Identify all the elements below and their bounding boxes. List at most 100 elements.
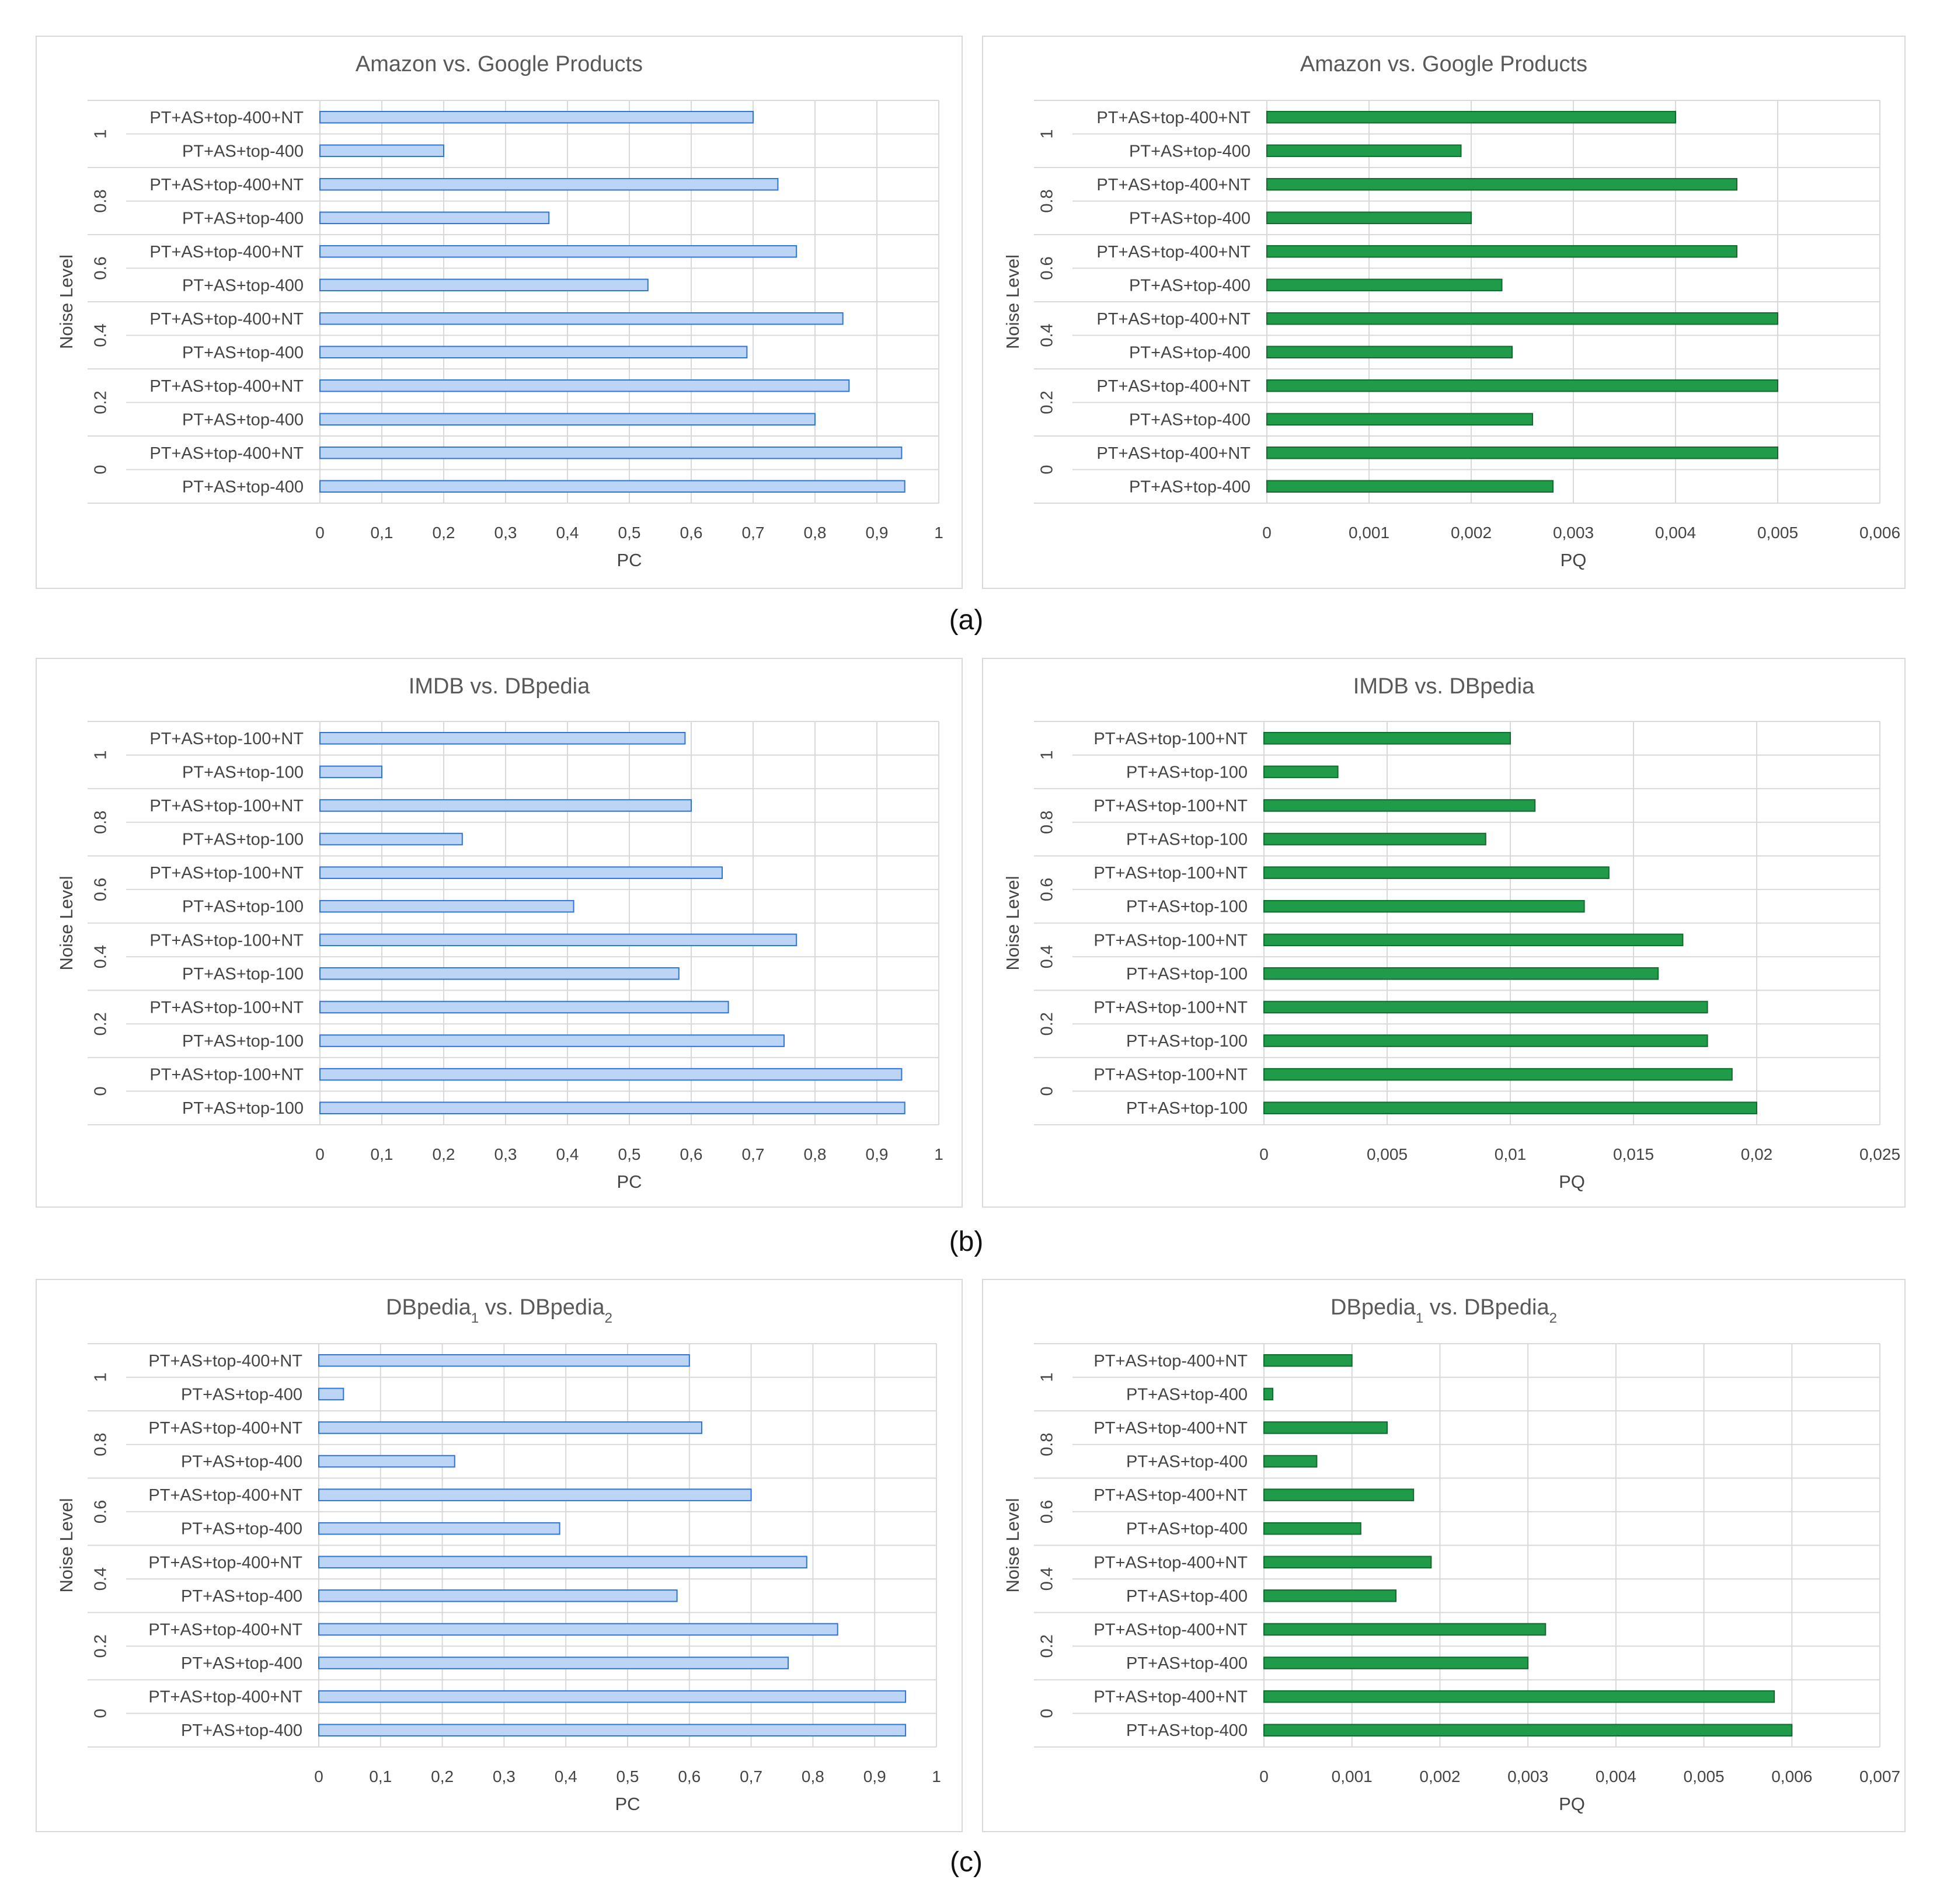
group-label: 1 xyxy=(92,129,110,138)
bar xyxy=(319,933,797,947)
x-tick-label: 0,4 xyxy=(555,1767,577,1786)
category-label: PT+AS+top-400+NT xyxy=(1093,1688,1248,1707)
bar xyxy=(319,967,680,980)
bar xyxy=(319,1000,729,1014)
bar xyxy=(1266,413,1533,426)
bar xyxy=(319,480,905,493)
x-tick-label: 0 xyxy=(1259,1145,1269,1163)
bar xyxy=(1266,177,1737,191)
caption-c: (c) xyxy=(950,1847,983,1878)
bar xyxy=(1263,1455,1318,1468)
x-tick-label: 0,005 xyxy=(1757,524,1798,542)
bar xyxy=(1263,1522,1361,1535)
x-tick-label: 0 xyxy=(315,1145,325,1163)
group-label: 0.4 xyxy=(92,1567,110,1591)
chart-panel-6: DBpedia1 vs. DBpedia2 0 0,001 0,002 0,003 0,0… xyxy=(982,1279,1906,1832)
group-label: 0.2 xyxy=(1038,390,1057,414)
category-label: PT+AS+top-400+NT xyxy=(1096,243,1251,261)
x-axis-title: PQ xyxy=(1559,1171,1585,1192)
category-label: PT+AS+top-400+NT xyxy=(1093,1352,1248,1371)
bar xyxy=(319,211,550,225)
x-tick-label: 0,003 xyxy=(1553,524,1594,542)
category-label: PT+AS+top-100 xyxy=(1126,763,1248,782)
group-label: 0 xyxy=(92,1086,110,1096)
x-tick-label: 0,6 xyxy=(680,524,703,542)
x-tick-label: 0,7 xyxy=(740,1767,762,1786)
y-axis-title: Noise Level xyxy=(1002,876,1023,971)
x-tick-label: 0,1 xyxy=(371,524,393,542)
bar xyxy=(1263,765,1339,779)
category-label: PT+AS+top-400+NT xyxy=(1096,176,1251,194)
bar xyxy=(1263,899,1585,913)
chart-title: IMDB vs. DBpedia xyxy=(409,674,590,699)
x-axis-title: PQ xyxy=(1561,550,1587,570)
chart-title: IMDB vs. DBpedia xyxy=(1353,674,1535,699)
group-label: 1 xyxy=(1038,751,1057,760)
group-label: 0.2 xyxy=(1038,1012,1057,1035)
x-tick-label: 0,001 xyxy=(1332,1767,1373,1786)
category-label: PT+AS+top-100+NT xyxy=(149,730,304,748)
bar xyxy=(1266,312,1778,325)
group-label: 0.4 xyxy=(1038,1567,1057,1591)
bar xyxy=(319,446,903,459)
bar xyxy=(318,1455,455,1468)
chart-panel-2: Amazon vs. Google Products 0 0,001 0,002 0,0… xyxy=(982,36,1906,589)
bar xyxy=(319,1068,903,1081)
bar xyxy=(319,110,754,124)
x-tick-label: 0,005 xyxy=(1684,1767,1725,1786)
category-label: PT+AS+top-400 xyxy=(1126,1587,1248,1606)
group-label: 1 xyxy=(92,751,110,760)
category-label: PT+AS+top-400 xyxy=(181,1587,302,1606)
group-label: 0.8 xyxy=(1038,1433,1057,1456)
group-label: 0 xyxy=(1038,1708,1057,1718)
bar xyxy=(319,379,850,392)
x-tick-label: 0,6 xyxy=(678,1767,701,1786)
bar xyxy=(1266,346,1513,359)
group-label: 0.6 xyxy=(1038,256,1057,280)
bar xyxy=(318,1589,678,1602)
x-tick-label: 0,004 xyxy=(1655,524,1696,542)
bar xyxy=(1263,1000,1708,1014)
group-label: 0 xyxy=(92,1708,110,1718)
group-label: 0.8 xyxy=(92,811,110,834)
x-tick-label: 0,7 xyxy=(742,1145,765,1163)
group-label: 0.6 xyxy=(1038,1500,1057,1523)
group-label: 0.6 xyxy=(1038,878,1057,901)
x-tick-label: 0,001 xyxy=(1349,524,1389,542)
category-label: PT+AS+top-400+NT xyxy=(148,1419,302,1438)
group-label: 0 xyxy=(1038,465,1057,474)
group-label: 0.6 xyxy=(92,1500,110,1523)
bar xyxy=(1263,1589,1397,1602)
category-label: PT+AS+top-400+NT xyxy=(149,377,304,396)
category-label: PT+AS+top-400 xyxy=(1126,1385,1248,1404)
x-tick-label: 0,004 xyxy=(1596,1767,1636,1786)
group-label: 0 xyxy=(1038,1086,1057,1096)
x-tick-label: 0,2 xyxy=(433,524,455,542)
category-label: PT+AS+top-400 xyxy=(181,1721,302,1740)
x-tick-label: 0,4 xyxy=(556,524,579,542)
x-tick-label: 0,8 xyxy=(804,1145,827,1163)
category-label: PT+AS+top-100+NT xyxy=(149,1066,304,1084)
group-label: 0.2 xyxy=(92,1634,110,1658)
group-label: 0.4 xyxy=(92,945,110,968)
category-label: PT+AS+top-400+NT xyxy=(149,444,304,463)
bar xyxy=(1266,278,1503,292)
x-tick-label: 0,5 xyxy=(617,1767,639,1786)
bar xyxy=(319,799,692,812)
x-tick-label: 0,006 xyxy=(1771,1767,1812,1786)
bar xyxy=(318,1387,344,1401)
bar xyxy=(1266,379,1778,392)
category-label: PT+AS+top-400 xyxy=(1129,276,1251,295)
chart-title: DBpedia1 vs. DBpedia2 xyxy=(386,1295,612,1326)
category-label: PT+AS+top-400+NT xyxy=(148,1620,302,1639)
group-label: 0.2 xyxy=(92,1012,110,1035)
category-label: PT+AS+top-400 xyxy=(1126,1654,1248,1673)
bar xyxy=(1266,110,1676,124)
y-axis-title: Noise Level xyxy=(56,254,76,349)
category-label: PT+AS+top-400 xyxy=(182,209,304,228)
category-label: PT+AS+top-400+NT xyxy=(1096,377,1251,396)
category-label: PT+AS+top-400 xyxy=(1126,1721,1248,1740)
bar xyxy=(318,1657,789,1669)
category-label: PT+AS+top-400 xyxy=(181,1520,302,1539)
bar xyxy=(319,899,574,913)
